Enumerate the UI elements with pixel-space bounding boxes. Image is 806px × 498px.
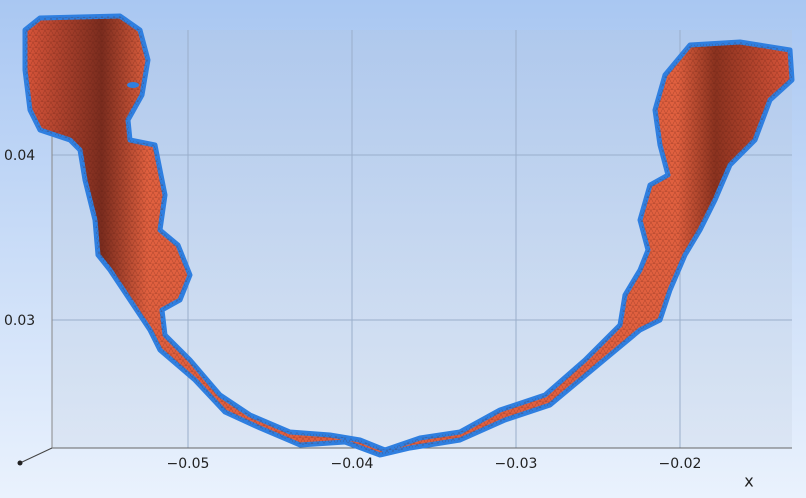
mesh-hole	[127, 82, 139, 88]
mesh-elements	[25, 16, 792, 455]
x-tick-label: −0.05	[167, 456, 210, 472]
x-tick-label: −0.04	[331, 456, 374, 472]
x-axis-label: x	[744, 472, 753, 491]
y-tick-label: 0.04	[4, 148, 35, 164]
tick-labels: −0.05 −0.04 −0.03 −0.02 0.04 0.03 x	[4, 148, 754, 491]
x-tick-label: −0.03	[495, 456, 538, 472]
y-tick-label: 0.03	[4, 313, 35, 329]
origin-dot	[17, 460, 23, 466]
mesh-domain	[22, 13, 795, 458]
axis-triad	[19, 447, 53, 464]
x-tick-label: −0.02	[659, 456, 702, 472]
